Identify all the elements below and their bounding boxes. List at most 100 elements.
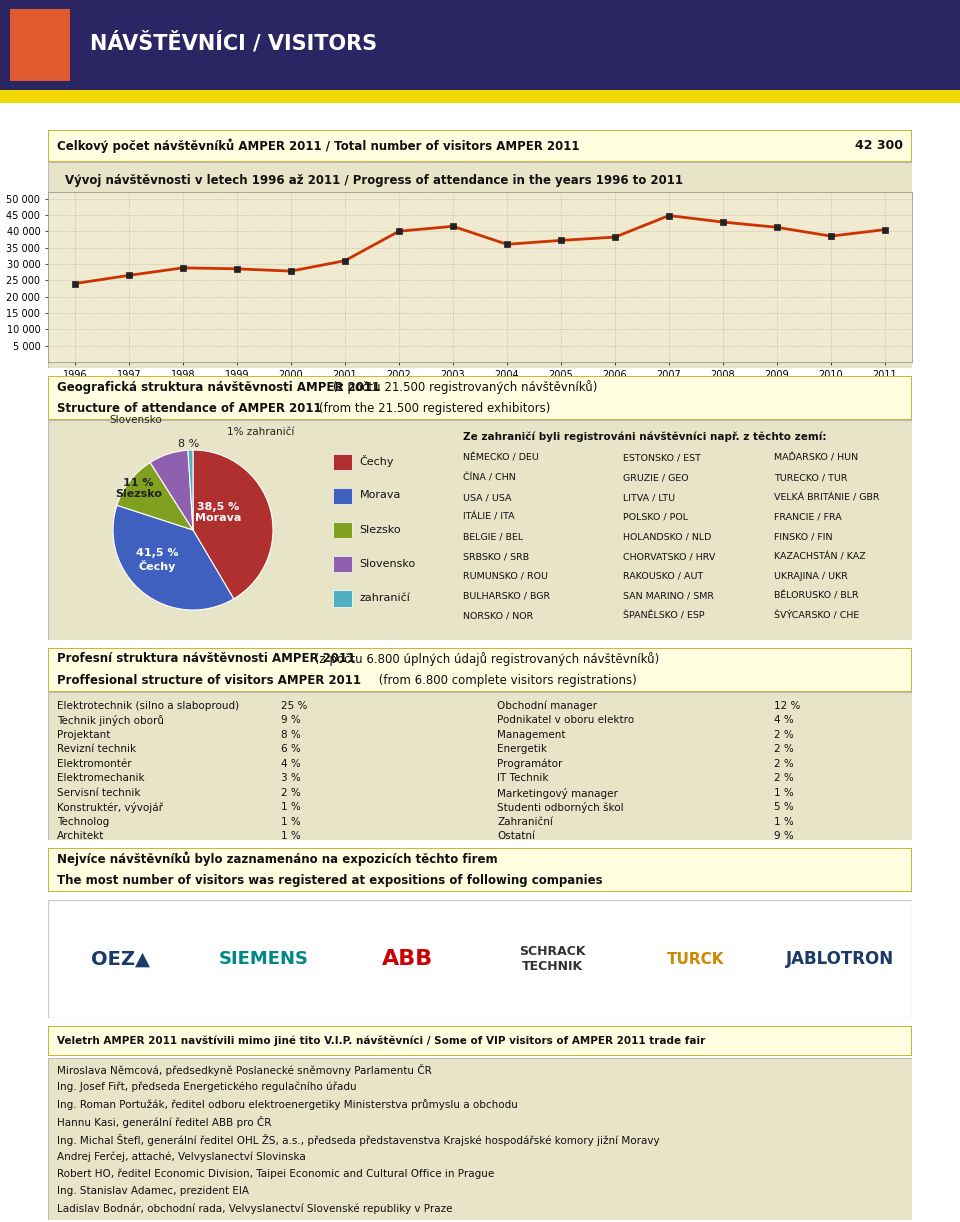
Text: 41,5 %
Čechy: 41,5 % Čechy	[135, 549, 179, 572]
Text: BELGIE / BEL: BELGIE / BEL	[463, 533, 523, 541]
Text: 2 %: 2 %	[774, 730, 794, 739]
Text: Structure of attendance of AMPER 2011: Structure of attendance of AMPER 2011	[57, 402, 322, 415]
Text: 1 %: 1 %	[281, 831, 301, 842]
Text: NORSKO / NOR: NORSKO / NOR	[463, 611, 533, 620]
Text: (from the 21.500 registered exhibitors): (from the 21.500 registered exhibitors)	[319, 402, 550, 415]
Text: Nejvíce návštěvníků bylo zaznamenáno na expozicích těchto firem: Nejvíce návštěvníků bylo zaznamenáno na …	[57, 852, 497, 866]
Text: OEZ▲: OEZ▲	[90, 949, 150, 969]
Text: Servisní technik: Servisní technik	[57, 788, 140, 798]
Text: Andrej Ferčej, attaché, Velvyslanectví Slovinska: Andrej Ferčej, attaché, Velvyslanectví S…	[57, 1151, 305, 1162]
Text: Ing. Roman Portužák, ředitel odboru elektroenergetiky Ministerstva průmyslu a ob: Ing. Roman Portužák, ředitel odboru elek…	[57, 1099, 517, 1110]
Text: 9 %: 9 %	[281, 715, 301, 726]
Text: Geografická struktura návštěvnosti AMPER 2011: Geografická struktura návštěvnosti AMPER…	[57, 380, 380, 393]
Text: Vývoj návštěvnosti v letech 1996 až 2011 / Progress of attendance in the years 1: Vývoj návštěvnosti v letech 1996 až 2011…	[65, 175, 684, 187]
Text: RUMUNSKO / ROU: RUMUNSKO / ROU	[463, 572, 548, 580]
Text: 38,5 %
Morava: 38,5 % Morava	[196, 501, 242, 523]
Bar	[333, 590, 352, 606]
Text: UKRAJINA / UKR: UKRAJINA / UKR	[774, 572, 848, 580]
Text: 25 %: 25 %	[281, 701, 307, 711]
Text: Ladislav Bodnár, obchodní rada, Velvyslanectví Slovenské republiky v Praze: Ladislav Bodnár, obchodní rada, Velvysla…	[57, 1204, 452, 1213]
Text: (from 6.800 complete visitors registrations): (from 6.800 complete visitors registrati…	[375, 675, 637, 687]
Text: 42 300: 42 300	[855, 139, 903, 152]
Text: NĚMECKO / DEU: NĚMECKO / DEU	[463, 453, 539, 463]
Text: The most number of visitors was registered at expositions of following companies: The most number of visitors was register…	[57, 874, 602, 887]
Text: (z počtu 6.800 úplných údajů registrovaných návštěvníků): (z počtu 6.800 úplných údajů registrovan…	[311, 653, 659, 666]
Text: Studenti odborných škol: Studenti odborných škol	[497, 803, 624, 814]
Text: 4 %: 4 %	[281, 759, 301, 769]
Text: Elektrotechnik (silno a slaboproud): Elektrotechnik (silno a slaboproud)	[57, 701, 239, 711]
Text: ESTONSKO / EST: ESTONSKO / EST	[623, 453, 701, 463]
Text: SCHRACK
TECHNIK: SCHRACK TECHNIK	[518, 945, 586, 973]
Text: MAĎARSKO / HUN: MAĎARSKO / HUN	[774, 453, 858, 463]
Text: Programátor: Programátor	[497, 759, 563, 770]
Text: 11 %
Slezsko: 11 % Slezsko	[115, 478, 162, 500]
Text: TURECKO / TUR: TURECKO / TUR	[774, 473, 848, 483]
Text: IT Technik: IT Technik	[497, 774, 549, 783]
Text: Hannu Kasi, generální ředitel ABB pro ČR: Hannu Kasi, generální ředitel ABB pro ČR	[57, 1117, 271, 1128]
Text: 2 %: 2 %	[774, 774, 794, 783]
Text: 9 %: 9 %	[774, 831, 794, 842]
Text: ŠVÝCARSKO / CHE: ŠVÝCARSKO / CHE	[774, 611, 859, 620]
Text: 2 %: 2 %	[281, 788, 301, 798]
Text: SRBSKO / SRB: SRBSKO / SRB	[463, 552, 529, 561]
Text: Veletrh AMPER 2011 navštívili mimo jiné tito V.I.P. návštěvníci / Some of VIP vi: Veletrh AMPER 2011 navštívili mimo jiné …	[57, 1036, 705, 1046]
Text: Podnikatel v oboru elektro: Podnikatel v oboru elektro	[497, 715, 635, 726]
Text: Ze zahraničí byli registrováni návštěvníci např. z těchto zemí:: Ze zahraničí byli registrováni návštěvní…	[463, 431, 827, 441]
Text: Projektant: Projektant	[57, 730, 110, 739]
Text: Zahraniční: Zahraniční	[497, 818, 553, 827]
Text: 2 %: 2 %	[774, 744, 794, 754]
Text: 8 %: 8 %	[179, 439, 200, 448]
Text: 3 %: 3 %	[281, 774, 301, 783]
Wedge shape	[188, 450, 193, 530]
Text: Elektromontér: Elektromontér	[57, 759, 132, 769]
Text: Marketingový manager: Marketingový manager	[497, 788, 618, 799]
Text: 1% zahraničí: 1% zahraničí	[227, 428, 294, 437]
Text: Architekt: Architekt	[57, 831, 104, 842]
Wedge shape	[150, 450, 193, 530]
Text: ŠPANĚLSKO / ESP: ŠPANĚLSKO / ESP	[623, 611, 705, 620]
Text: NÁVŠTĚVNÍCI / VISITORS: NÁVŠTĚVNÍCI / VISITORS	[90, 33, 377, 54]
Text: (z počtu 21.500 registrovaných návštěvníků): (z počtu 21.500 registrovaných návštěvní…	[329, 380, 597, 393]
Text: 2 %: 2 %	[774, 759, 794, 769]
Text: Management: Management	[497, 730, 565, 739]
Text: SAN MARINO / SMR: SAN MARINO / SMR	[623, 591, 714, 600]
Text: Miroslava Němcová, předsedkyně Poslanecké sněmovny Parlamentu ČR: Miroslava Němcová, předsedkyně Poslaneck…	[57, 1064, 431, 1077]
Text: JABLOTRON: JABLOTRON	[786, 949, 894, 968]
Text: 6 %: 6 %	[281, 744, 301, 754]
Text: Ing. Stanislav Adamec, prezident EIA: Ing. Stanislav Adamec, prezident EIA	[57, 1185, 249, 1196]
Text: Proffesional structure of visitors AMPER 2011: Proffesional structure of visitors AMPER…	[57, 675, 361, 687]
Text: 8 %: 8 %	[281, 730, 301, 739]
Text: POLSKO / POL: POLSKO / POL	[623, 513, 687, 522]
Bar	[333, 522, 352, 538]
Text: 4 %: 4 %	[774, 715, 794, 726]
Wedge shape	[193, 450, 273, 599]
Text: Obchodní manager: Obchodní manager	[497, 701, 597, 711]
Text: 12 %: 12 %	[774, 701, 800, 711]
Text: 5 %: 5 %	[774, 803, 794, 813]
Text: RAKOUSKO / AUT: RAKOUSKO / AUT	[623, 572, 703, 580]
Bar	[333, 453, 352, 469]
Text: Ing. Michal Štefl, generální ředitel OHL ŽS, a.s., předseda představenstva Krajs: Ing. Michal Štefl, generální ředitel OHL…	[57, 1134, 660, 1146]
Text: BĚLORUSKO / BLR: BĚLORUSKO / BLR	[774, 591, 858, 600]
Wedge shape	[117, 462, 193, 530]
Text: USA / USA: USA / USA	[463, 492, 512, 502]
Text: Technolog: Technolog	[57, 818, 108, 827]
Text: ABB: ABB	[382, 949, 434, 969]
Wedge shape	[113, 505, 233, 610]
Text: Robert HO, ředitel Economic Division, Taipei Economic and Cultural Office in Pra: Robert HO, ředitel Economic Division, Ta…	[57, 1168, 493, 1179]
Text: FINSKO / FIN: FINSKO / FIN	[774, 533, 832, 541]
Text: Slezsko: Slezsko	[359, 524, 401, 535]
Bar	[333, 488, 352, 503]
Text: 1 %: 1 %	[281, 818, 301, 827]
Text: Celkový počet návštěvníků AMPER 2011 / Total number of visitors AMPER 2011: Celkový počet návštěvníků AMPER 2011 / T…	[57, 138, 579, 153]
Text: ČÍNA / CHN: ČÍNA / CHN	[463, 473, 516, 483]
Text: Elektromechanik: Elektromechanik	[57, 774, 144, 783]
Text: Slovensko: Slovensko	[109, 414, 162, 424]
Text: Revizní technik: Revizní technik	[57, 744, 135, 754]
Text: Konstruktér, vývojář: Konstruktér, vývojář	[57, 803, 162, 814]
Text: Čechy: Čechy	[359, 456, 394, 467]
Text: VELKÁ BRITÁNIE / GBR: VELKÁ BRITÁNIE / GBR	[774, 492, 879, 502]
Text: CHORVATSKO / HRV: CHORVATSKO / HRV	[623, 552, 715, 561]
Text: 1 %: 1 %	[281, 803, 301, 813]
Text: Ostatní: Ostatní	[497, 831, 536, 842]
